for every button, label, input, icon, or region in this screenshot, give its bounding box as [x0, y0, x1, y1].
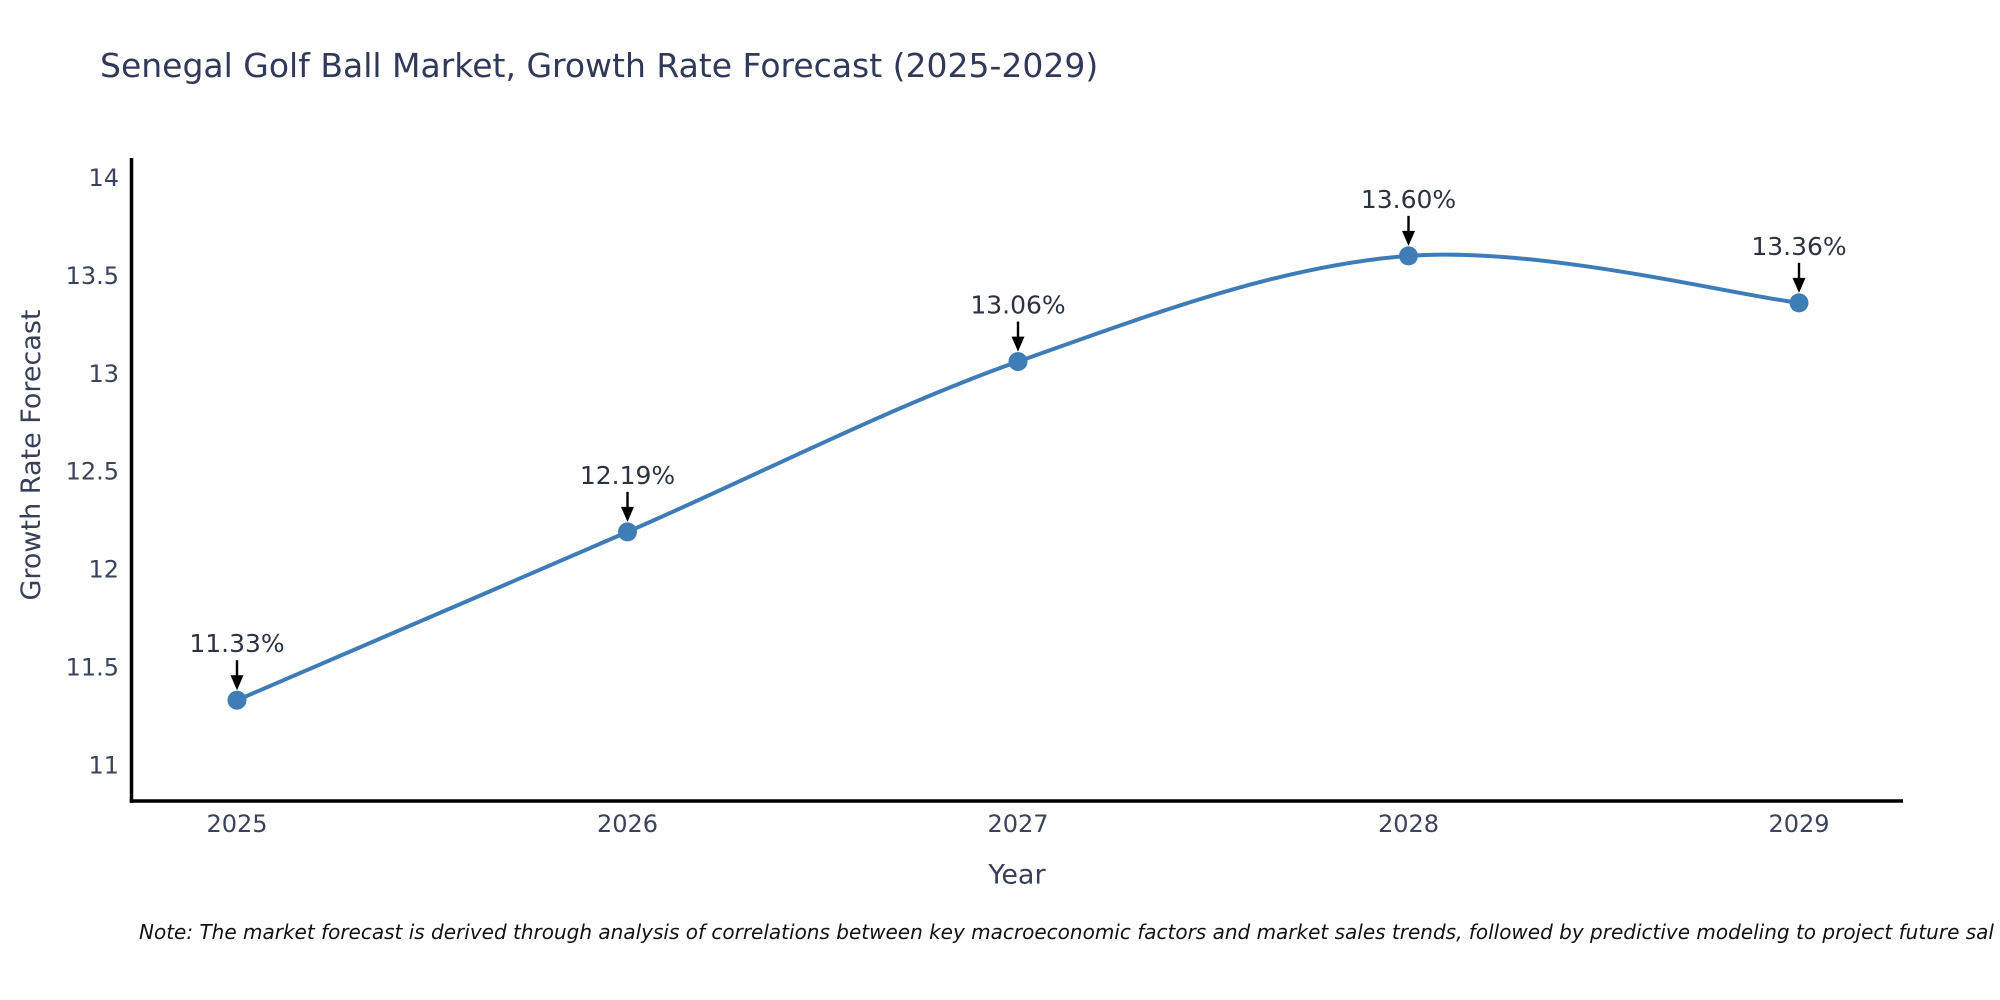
- data-point-marker: [1789, 293, 1809, 313]
- data-point-marker: [1399, 246, 1418, 266]
- annotation-label: 13.06%: [970, 291, 1065, 320]
- x-tick-label: 2028: [1378, 810, 1439, 838]
- annotation-label: 11.33%: [189, 629, 284, 658]
- y-tick-label: 11.5: [66, 653, 119, 681]
- x-tick-label: 2029: [1768, 810, 1829, 838]
- annotation-arrow-head: [621, 506, 634, 522]
- annotation-arrow-head: [1402, 230, 1415, 246]
- footnote: Note: The market forecast is derived thr…: [139, 920, 1994, 944]
- y-tick-label: 12.5: [66, 458, 119, 486]
- y-tick-label: 13: [88, 360, 119, 388]
- y-tick-label: 12: [88, 556, 119, 584]
- series-line: [235, 252, 1801, 703]
- annotation-arrow-head: [1011, 336, 1025, 352]
- annotation-arrow-head: [230, 675, 244, 691]
- x-tick-label: 2026: [597, 810, 658, 838]
- data-point-marker: [1008, 352, 1028, 372]
- annotation-label: 13.60%: [1361, 185, 1456, 214]
- data-point-marker: [227, 690, 247, 710]
- y-tick-label: 14: [88, 164, 119, 192]
- data-point-marker: [618, 522, 637, 542]
- y-tick-label: 11: [88, 751, 119, 779]
- x-tick-label: 2027: [987, 810, 1048, 838]
- annotation-arrow-head: [1792, 277, 1806, 293]
- y-tick-label: 13.5: [66, 262, 119, 290]
- annotation-label: 12.19%: [580, 461, 675, 490]
- x-axis-label: Year: [988, 859, 1046, 891]
- x-tick-label: 2025: [206, 810, 267, 838]
- annotation-label: 13.36%: [1751, 232, 1846, 261]
- chart-title: Senegal Golf Ball Market, Growth Rate Fo…: [100, 46, 1099, 85]
